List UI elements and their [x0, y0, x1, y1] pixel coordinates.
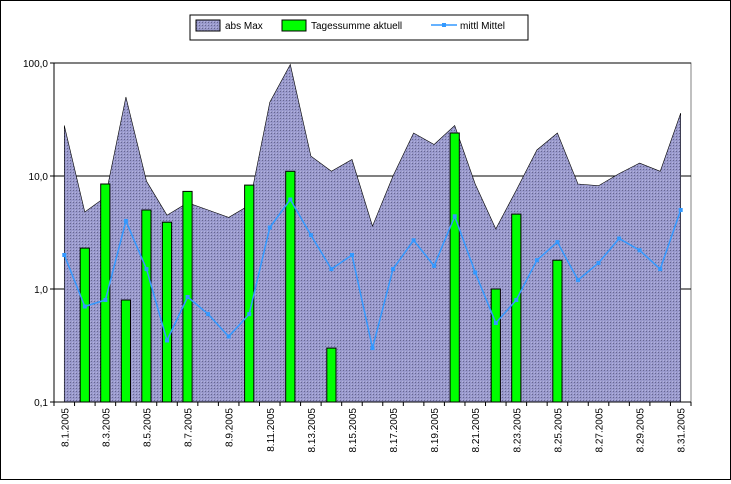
x-tick-label-8.3.2005: 8.3.2005 — [101, 408, 112, 447]
x-tick-label-8.9.2005: 8.9.2005 — [225, 408, 236, 447]
x-tick-label-8.19.2005: 8.19.2005 — [430, 408, 441, 453]
legend-label-mittl: mittl Mittel — [460, 21, 505, 32]
point-mittl-8.2.2005 — [82, 304, 87, 309]
point-mittl-8.29.2005 — [637, 248, 642, 253]
point-mittl-8.14.2005 — [329, 267, 334, 272]
point-mittl-8.16.2005 — [370, 346, 375, 351]
point-mittl-8.30.2005 — [658, 267, 663, 272]
x-axis-ticks: 8.1.2005 8.3.2005 8.5.2005 8.7.2005 8.9.2005… — [53, 402, 692, 453]
point-mittl-8.4.2005 — [123, 219, 128, 223]
bar-8.23.2005 — [511, 213, 522, 403]
x-tick-label-8.11.2005: 8.11.2005 — [266, 408, 277, 452]
legend-swatch-abs-max — [195, 19, 221, 32]
area-abs-max — [63, 63, 682, 403]
bar-8.2.2005 — [79, 247, 90, 403]
bar-8.14.2005 — [326, 347, 337, 403]
point-mittl-8.13.2005 — [308, 233, 313, 238]
bar-8.20.2005 — [449, 132, 460, 403]
point-mittl-8.20.2005 — [452, 214, 457, 219]
bar-8.3.2005 — [100, 183, 111, 403]
point-mittl-8.18.2005 — [411, 238, 416, 243]
bar-8.6.2005 — [161, 221, 173, 403]
y-tick-label-1: 1,0 — [34, 285, 48, 296]
bar-8.10.2005 — [244, 184, 255, 403]
series-mittl-mittel — [62, 197, 683, 351]
point-mittl-8.3.2005 — [103, 298, 108, 302]
point-mittl-8.1.2005 — [62, 253, 67, 257]
point-mittl-8.22.2005 — [493, 321, 498, 325]
y-axis-ticks: 0,1 1,0 10,0 100,0 — [23, 59, 54, 409]
y-tick-label-3: 100,0 — [23, 59, 48, 70]
point-mittl-8.6.2005 — [165, 338, 169, 343]
x-tick-label-8.25.2005: 8.25.2005 — [553, 408, 564, 453]
point-mittl-8.17.2005 — [391, 267, 395, 272]
point-mittl-8.8.2005 — [206, 312, 211, 317]
x-tick-label-8.29.2005: 8.29.2005 — [636, 408, 647, 453]
point-mittl-8.28.2005 — [617, 236, 622, 241]
legend-label-abs-max: abs Max — [225, 21, 263, 32]
legend-label-tagessumme: Tagessumme aktuell — [311, 21, 402, 32]
bar-8.4.2005 — [120, 299, 132, 403]
y-tick-label-2: 10,0 — [29, 172, 49, 183]
bar-8.25.2005 — [552, 259, 563, 403]
point-mittl-8.7.2005 — [185, 295, 190, 299]
x-tick-label-8.21.2005: 8.21.2005 — [471, 408, 482, 453]
bar-8.5.2005 — [141, 209, 152, 403]
y-tick-label-0: 0,1 — [34, 398, 48, 409]
point-mittl-8.5.2005 — [144, 267, 149, 272]
legend-box — [189, 14, 529, 41]
point-mittl-8.21.2005 — [473, 270, 478, 275]
point-mittl-8.10.2005 — [247, 312, 252, 317]
series-abs-max — [63, 63, 682, 403]
point-mittl-8.15.2005 — [350, 253, 354, 257]
x-tick-label-8.27.2005: 8.27.2005 — [595, 408, 606, 453]
x-tick-label-8.5.2005: 8.5.2005 — [142, 408, 153, 447]
legend-swatch-tagessumme — [281, 19, 307, 32]
point-mittl-8.24.2005 — [534, 258, 539, 263]
x-tick-label-8.1.2005: 8.1.2005 — [60, 408, 71, 447]
x-tick-label-8.7.2005: 8.7.2005 — [184, 408, 195, 447]
point-mittl-8.19.2005 — [432, 263, 437, 268]
point-mittl-8.23.2005 — [514, 298, 519, 302]
bar-8.22.2005 — [490, 288, 501, 403]
point-mittl-8.25.2005 — [555, 240, 560, 245]
legend-swatch-marker-mittl — [442, 23, 446, 27]
point-mittl-8.31.2005 — [678, 208, 683, 212]
point-mittl-8.12.2005 — [288, 197, 293, 202]
x-tick-label-8.17.2005: 8.17.2005 — [389, 408, 400, 453]
legend: abs Max Tagessumme aktuell mittl Mittel — [189, 14, 529, 41]
x-tick-label-8.23.2005: 8.23.2005 — [512, 408, 523, 453]
point-mittl-8.11.2005 — [267, 225, 272, 230]
point-mittl-8.9.2005 — [226, 334, 231, 339]
x-tick-label-8.15.2005: 8.15.2005 — [348, 408, 359, 453]
x-tick-label-8.13.2005: 8.13.2005 — [307, 408, 318, 453]
point-mittl-8.26.2005 — [576, 278, 580, 283]
x-tick-label-8.31.2005: 8.31.2005 — [677, 408, 688, 453]
point-mittl-8.27.2005 — [596, 261, 601, 265]
